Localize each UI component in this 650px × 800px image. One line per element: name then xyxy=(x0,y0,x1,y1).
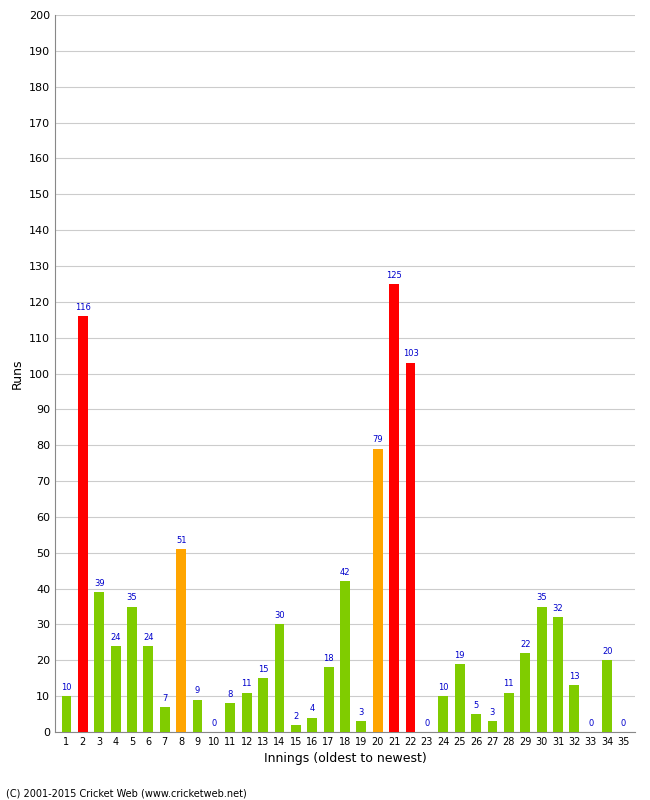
Text: 3: 3 xyxy=(359,708,364,717)
Text: 11: 11 xyxy=(241,679,252,688)
Bar xyxy=(373,449,383,732)
Text: 10: 10 xyxy=(61,683,72,692)
Text: 32: 32 xyxy=(552,604,564,613)
Bar xyxy=(144,646,153,732)
Text: 2: 2 xyxy=(293,711,298,721)
Text: (C) 2001-2015 Cricket Web (www.cricketweb.net): (C) 2001-2015 Cricket Web (www.cricketwe… xyxy=(6,789,247,798)
Bar xyxy=(176,549,186,732)
Text: 9: 9 xyxy=(195,686,200,695)
Bar xyxy=(307,718,317,732)
Bar xyxy=(389,284,399,732)
Bar xyxy=(356,722,367,732)
Text: 116: 116 xyxy=(75,303,91,312)
Bar xyxy=(242,693,252,732)
Text: 0: 0 xyxy=(424,718,430,728)
Text: 35: 35 xyxy=(127,594,137,602)
Text: 51: 51 xyxy=(176,536,187,545)
Bar xyxy=(520,653,530,732)
Bar xyxy=(324,667,333,732)
Bar xyxy=(504,693,514,732)
Text: 3: 3 xyxy=(489,708,495,717)
Text: 24: 24 xyxy=(111,633,121,642)
Bar xyxy=(226,703,235,732)
Bar xyxy=(78,316,88,732)
Text: 39: 39 xyxy=(94,579,105,588)
Bar xyxy=(537,606,547,732)
Text: 0: 0 xyxy=(211,718,216,728)
Bar xyxy=(406,362,415,732)
X-axis label: Innings (oldest to newest): Innings (oldest to newest) xyxy=(264,753,426,766)
Bar xyxy=(94,592,104,732)
Text: 15: 15 xyxy=(258,665,268,674)
Y-axis label: Runs: Runs xyxy=(10,358,23,389)
Text: 22: 22 xyxy=(520,640,530,649)
Bar xyxy=(340,582,350,732)
Text: 0: 0 xyxy=(621,718,626,728)
Bar xyxy=(127,606,137,732)
Text: 10: 10 xyxy=(438,683,448,692)
Text: 5: 5 xyxy=(473,701,478,710)
Bar xyxy=(62,696,72,732)
Text: 0: 0 xyxy=(588,718,593,728)
Text: 18: 18 xyxy=(323,654,334,663)
Text: 30: 30 xyxy=(274,611,285,620)
Bar xyxy=(438,696,448,732)
Text: 4: 4 xyxy=(309,704,315,714)
Text: 19: 19 xyxy=(454,650,465,659)
Bar xyxy=(192,700,202,732)
Text: 125: 125 xyxy=(386,270,402,279)
Text: 7: 7 xyxy=(162,694,168,702)
Bar xyxy=(553,618,563,732)
Bar xyxy=(160,707,170,732)
Bar xyxy=(274,625,285,732)
Text: 24: 24 xyxy=(143,633,153,642)
Text: 20: 20 xyxy=(602,647,612,656)
Text: 35: 35 xyxy=(536,594,547,602)
Text: 13: 13 xyxy=(569,672,580,681)
Text: 8: 8 xyxy=(227,690,233,699)
Bar xyxy=(471,714,481,732)
Text: 42: 42 xyxy=(340,568,350,577)
Bar xyxy=(603,660,612,732)
Text: 79: 79 xyxy=(372,435,383,445)
Bar xyxy=(291,725,301,732)
Bar xyxy=(258,678,268,732)
Bar xyxy=(569,686,579,732)
Text: 103: 103 xyxy=(402,350,419,358)
Bar xyxy=(455,664,465,732)
Bar xyxy=(488,722,497,732)
Bar xyxy=(111,646,120,732)
Text: 11: 11 xyxy=(504,679,514,688)
